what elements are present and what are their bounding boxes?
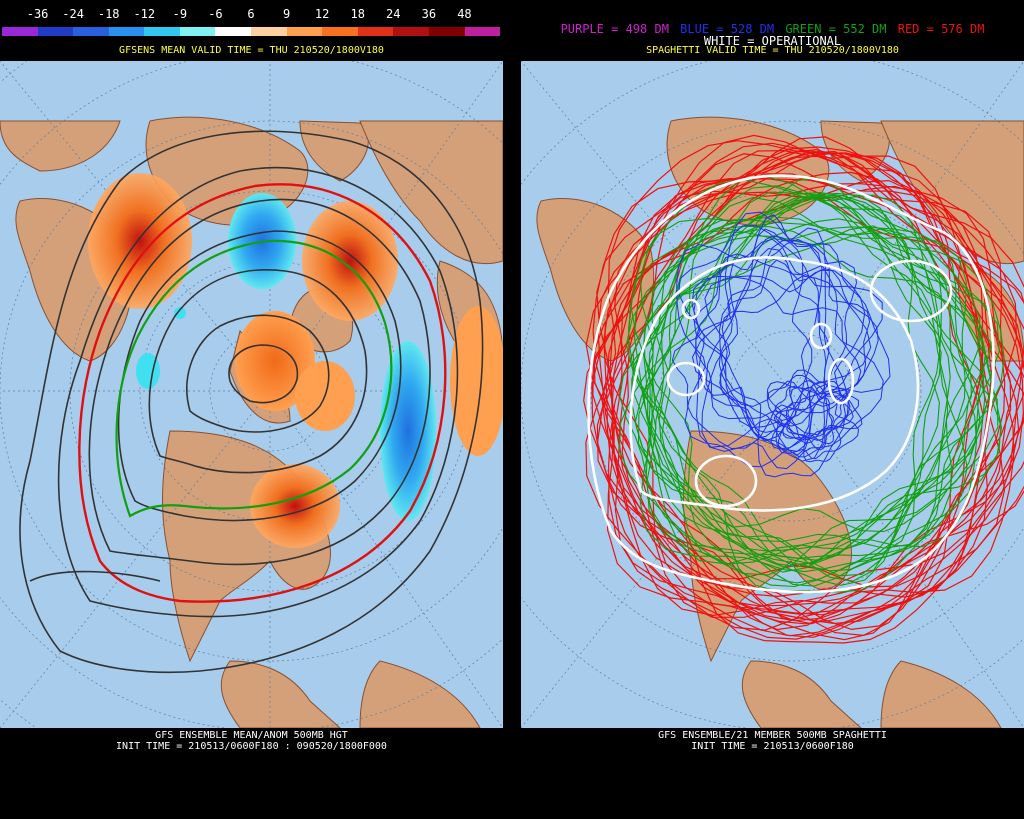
land-masses [536,116,1024,728]
colorbar-labels: -36 -24 -18 -12 -9 -6 6 9 12 18 24 36 48 [2,7,500,23]
spaghetti-footer-line1: GFS ENSEMBLE/21 MEMBER 500MB SPAGHETTI [658,730,887,741]
colorbar-swatch [37,27,74,36]
spaghetti-member-line [705,227,849,452]
spaghetti-member-line [596,149,1006,625]
colorbar-swatches [2,27,501,36]
legend-white: WHITE = OPERATIONAL [703,34,842,48]
legend-red: RED = 576 DM [897,22,985,36]
contour-552dm [115,239,393,518]
spaghetti-member-line [619,225,981,576]
spaghetti-member-line [603,171,984,631]
spaghetti-member-line [585,136,984,615]
warm-anomaly-1 [88,173,192,309]
colorbar-label: -18 [97,7,120,21]
colorbar-swatch [357,27,394,36]
colorbar-swatch [215,27,252,36]
colorbar-swatch [322,27,358,36]
spaghetti-member-line [631,194,940,566]
warm-anomaly-6 [450,306,503,456]
colorbar-label: -36 [26,7,49,21]
spaghetti-member-line [773,369,863,441]
colorbar-swatch [393,27,429,36]
spaghetti-member-line [718,239,871,407]
legend-blue: BLUE = 528 DM [680,22,775,36]
colorbar-label: -12 [133,7,156,21]
ensemble-mean-map [0,61,503,728]
colorbar-label: 36 [421,7,437,21]
spaghetti-member-line [642,218,942,577]
height-contours [19,130,484,674]
spaghetti-legend: PURPLE = 498 DM BLUE = 528 DM GREEN = 55… [521,22,1024,36]
spaghetti-member-line [704,269,879,462]
spaghetti-member-line [585,140,1024,616]
spaghetti-map [521,61,1024,728]
mean-valid-time-title: GFSENS MEAN VALID TIME = THU 210520/1800… [119,45,384,56]
colorbar-label: 6 [247,7,255,21]
colorbar-swatch [73,27,109,36]
spaghetti-panel: PURPLE = 498 DM BLUE = 528 DM GREEN = 55… [521,0,1024,819]
legend-purple: PURPLE = 498 DM [560,22,669,36]
colorbar-label: -24 [62,7,84,21]
colorbar-swatch [144,27,180,36]
spaghetti-footer-line2: INIT TIME = 210513/0600F180 [691,741,854,752]
cold-anomaly-4 [174,307,186,319]
spaghetti-member-line [618,146,1024,588]
cold-anomaly-2 [380,341,436,521]
colorbar-swatch [428,27,465,36]
panel-divider [503,0,521,819]
colorbar-label: 24 [386,7,401,21]
colorbar-label: 9 [282,7,291,21]
colorbar-swatch [286,27,323,36]
colorbar-swatch [2,27,38,36]
spaghetti-valid-time-title: SPAGHETTI VALID TIME = THU 210520/1800V1… [646,45,899,56]
colorbar-swatch [251,27,287,36]
spaghetti-member-line [603,150,1024,637]
mean-footer-line2: INIT TIME = 210513/0600F180 : 090520/180… [116,741,387,752]
spaghetti-member-line [642,194,978,568]
spaghetti-member-line [766,380,854,458]
open-contour [29,570,161,582]
spaghetti-member-line [691,211,891,429]
colorbar-label: 18 [350,7,365,21]
colorbar-swatch [464,27,501,36]
spaghetti-member-line [693,253,858,442]
contour-576dm [78,183,447,603]
spaghetti-member-line [618,179,986,561]
spaghetti-member-line [625,177,943,560]
warm-anomaly-2 [302,201,398,321]
spaghetti-member-line [651,216,981,593]
spaghetti-member-line [775,386,835,445]
colorbar-label: -9 [172,7,188,21]
anomaly-colorbar: -36 -24 -18 -12 -9 -6 6 9 12 18 24 36 48 [2,4,501,36]
warm-anomaly-5 [250,464,340,548]
ensemble-mean-panel: -36 -24 -18 -12 -9 -6 6 9 12 18 24 36 48 GFSENS MEAN… [0,0,503,819]
legend-green: GREEN = 552 DM [785,22,887,36]
spaghetti-member-line [785,389,851,463]
spaghetti-member-line [643,193,1005,584]
colorbar-label: -6 [208,7,223,21]
cold-anomaly-3 [136,353,160,389]
spaghetti-member-line [639,196,999,573]
spaghetti-member-line [648,226,972,565]
operational-contours [587,174,995,594]
mean-footer-line1: GFS ENSEMBLE MEAN/ANOM 500MB HGT [155,730,348,741]
spaghetti-528dm-contours [671,211,891,478]
colorbar-label: 12 [314,7,330,21]
spaghetti-member-line [637,191,968,572]
colorbar-label: 48 [457,7,472,21]
colorbar-swatch [108,27,145,36]
colorbar-swatch [179,27,216,36]
spaghetti-member-line [591,152,984,622]
